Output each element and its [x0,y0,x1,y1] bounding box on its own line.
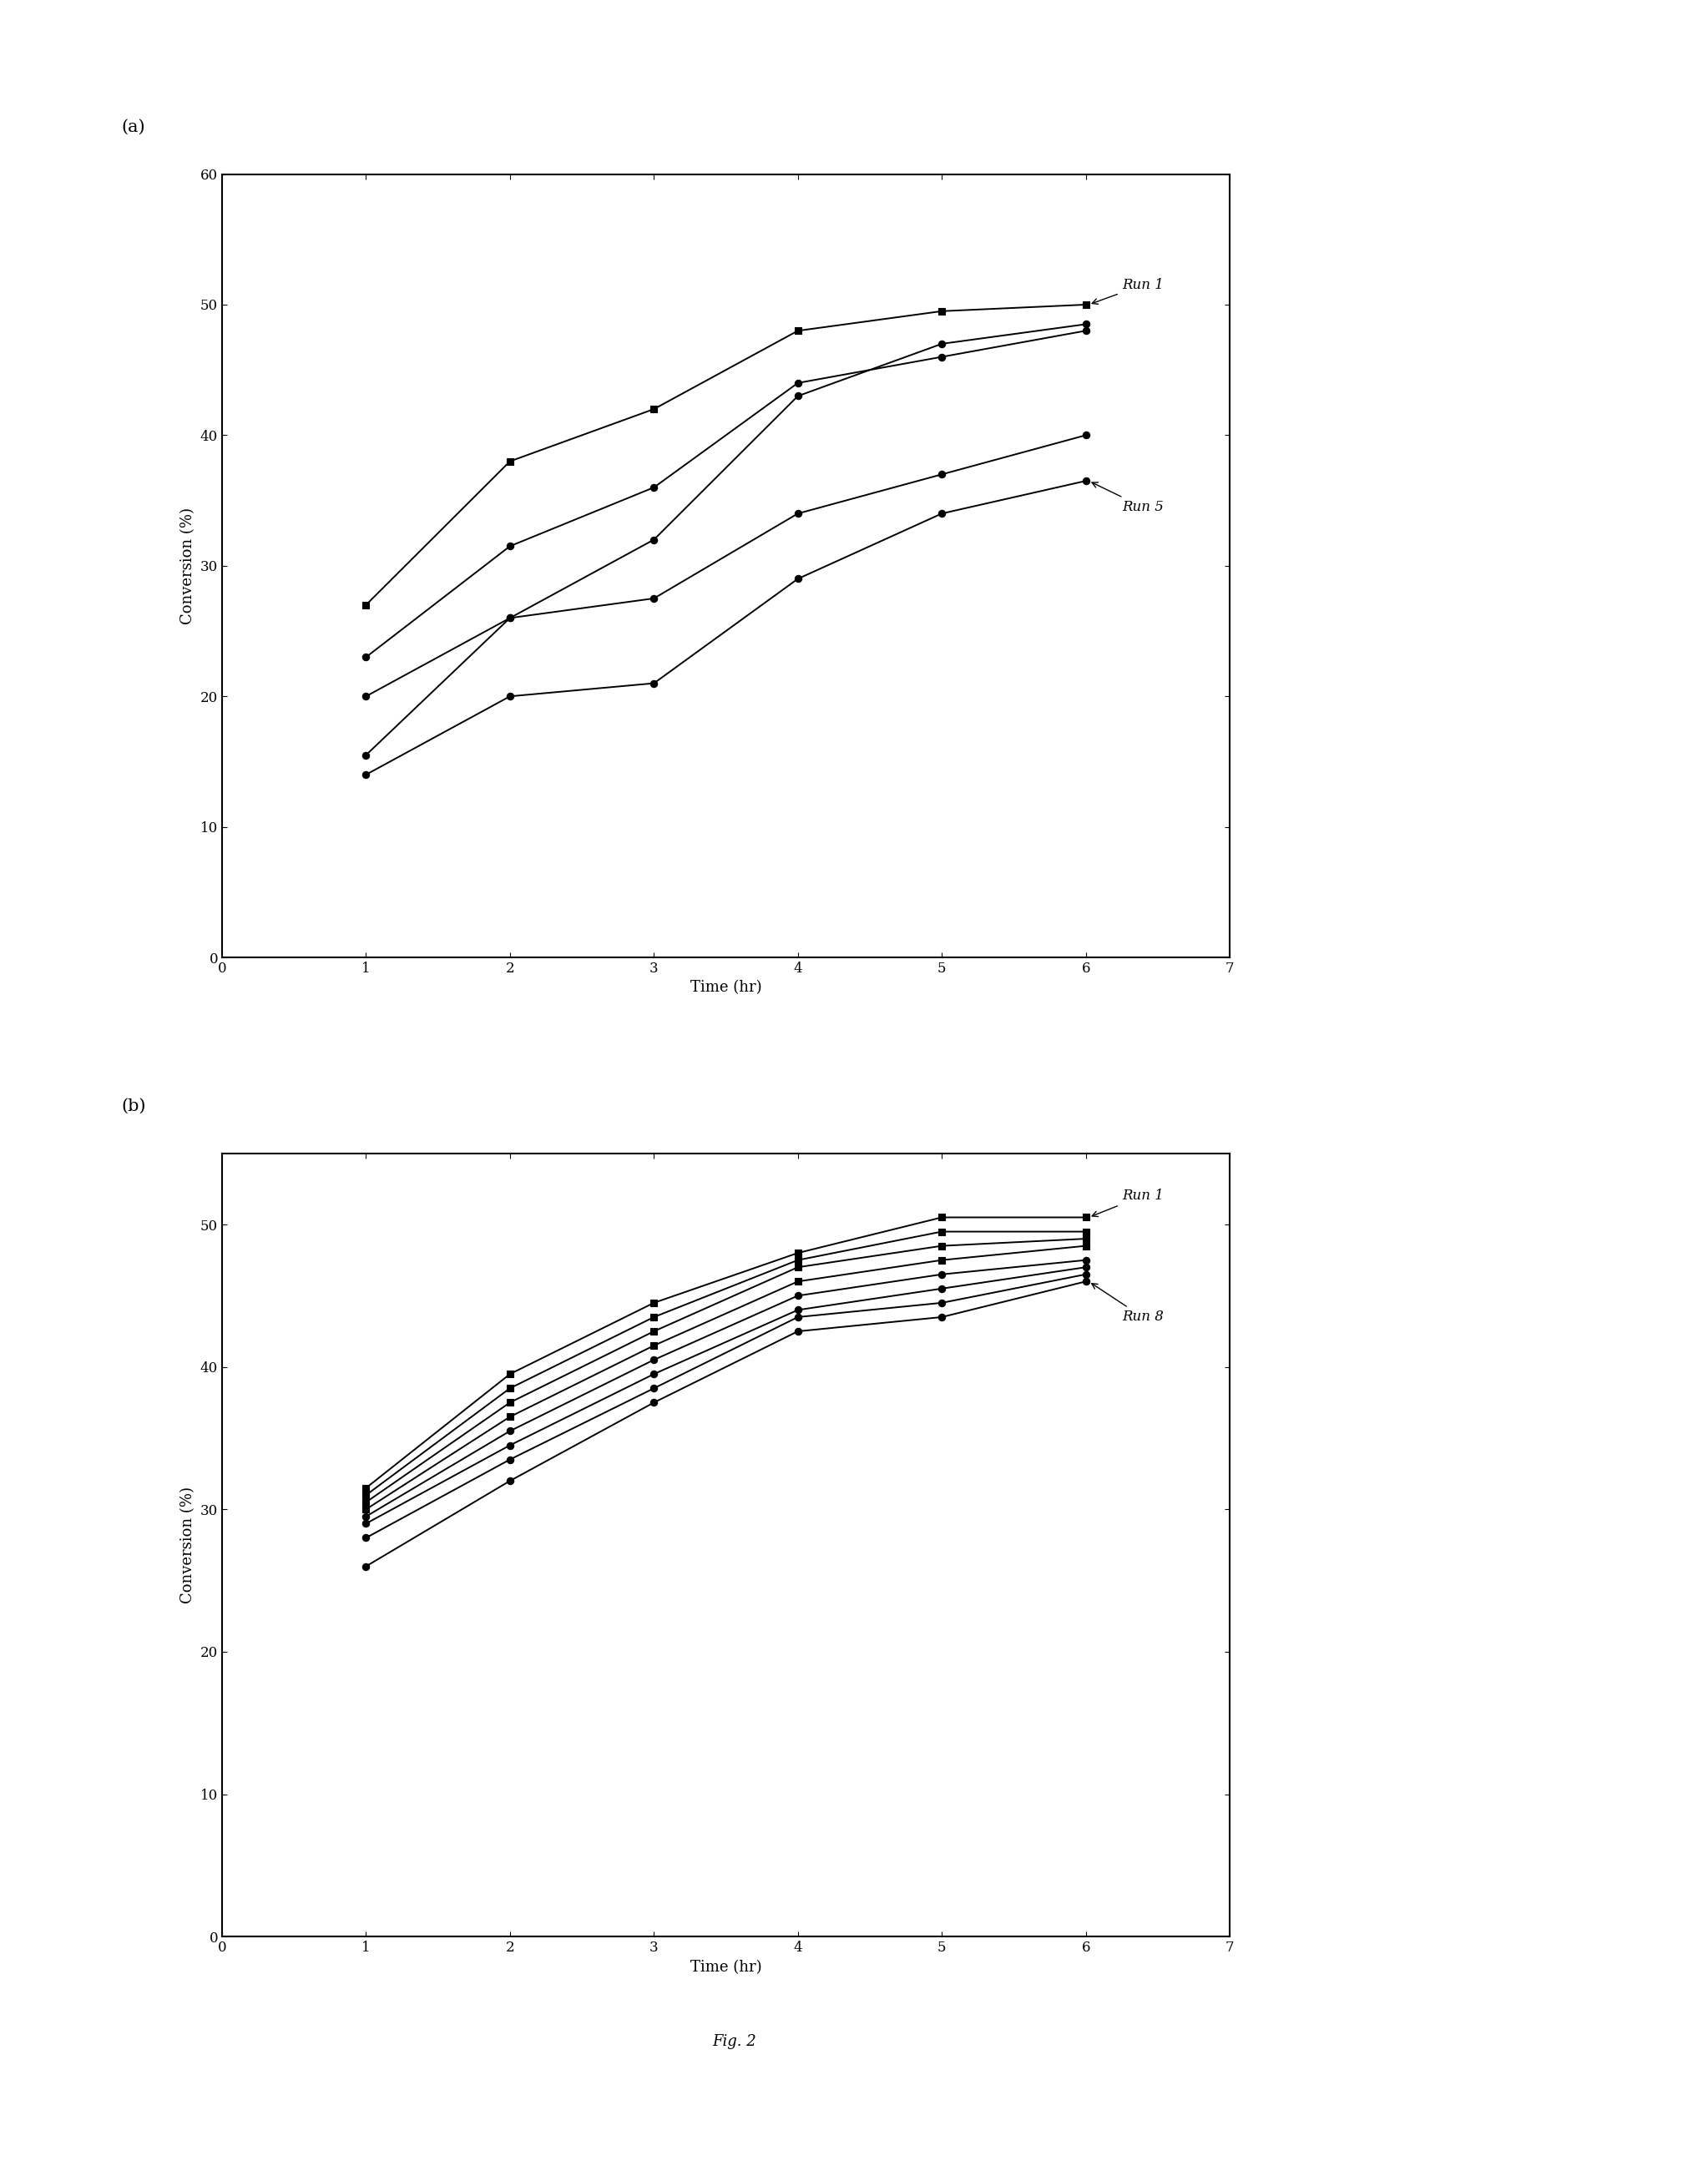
Y-axis label: Conversion (%): Conversion (%) [181,1486,196,1604]
Text: (b): (b) [121,1099,145,1114]
Text: (a): (a) [121,120,145,135]
X-axis label: Time (hr): Time (hr) [690,1961,762,1974]
X-axis label: Time (hr): Time (hr) [690,981,762,994]
Text: Run 1: Run 1 [1091,279,1163,305]
Text: Run 5: Run 5 [1091,483,1163,514]
Text: Run 1: Run 1 [1091,1188,1163,1216]
Y-axis label: Conversion (%): Conversion (%) [181,507,196,625]
Text: Run 8: Run 8 [1091,1284,1163,1325]
Text: Fig. 2: Fig. 2 [712,2035,757,2050]
